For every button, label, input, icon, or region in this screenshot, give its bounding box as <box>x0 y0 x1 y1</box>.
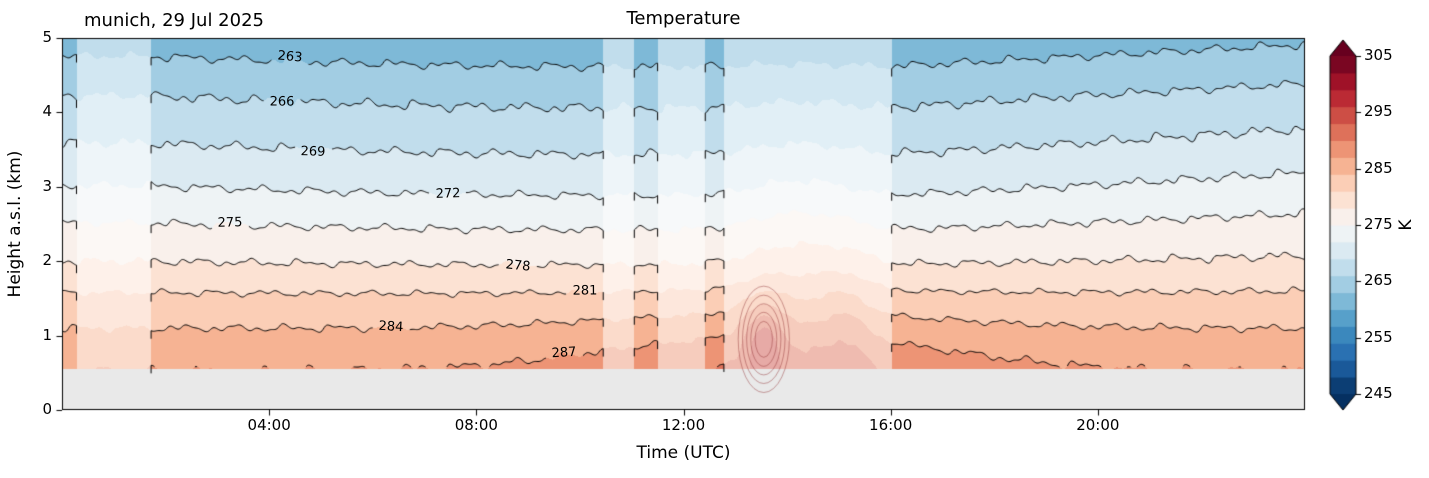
contour-label-266: 266 <box>269 94 295 110</box>
contour-label-269: 269 <box>300 143 326 160</box>
x-tick-label: 04:00 <box>247 416 291 434</box>
x-axis-label: Time (UTC) <box>636 443 731 463</box>
contour-label-263: 263 <box>276 48 303 66</box>
colorbar-unit-label: K <box>1396 219 1416 231</box>
contour-label-275: 275 <box>217 214 243 231</box>
colorbar-tick-label: 255 <box>1364 327 1393 346</box>
colorbar-tick-label: 285 <box>1364 158 1393 177</box>
x-tick-label: 20:00 <box>1076 416 1120 434</box>
x-tick-label: 12:00 <box>661 416 706 434</box>
y-tick-label: 5 <box>42 28 52 46</box>
plot-title: Temperature <box>626 8 741 29</box>
contour-label-287: 287 <box>551 345 578 362</box>
station-date-annotation: munich, 29 Jul 2025 <box>84 10 264 31</box>
contour-label-281: 281 <box>572 283 598 299</box>
colorbar-tick-label: 245 <box>1364 384 1393 402</box>
contour-label-278: 278 <box>504 256 531 275</box>
colorbar-tick-label: 295 <box>1364 102 1393 121</box>
colorbar-tick-label: 265 <box>1364 271 1393 290</box>
y-tick-label: 1 <box>42 325 52 344</box>
y-tick-label: 2 <box>42 251 52 270</box>
y-tick-label: 0 <box>42 400 52 418</box>
y-tick-label: 4 <box>42 102 52 121</box>
contour-label-272: 272 <box>435 185 461 202</box>
colorbar-tick-label: 275 <box>1364 215 1393 233</box>
y-axis-label: Height a.s.l. (km) <box>5 150 25 298</box>
x-tick-label: 08:00 <box>454 416 498 434</box>
y-tick-label: 3 <box>42 176 52 195</box>
contour-label-284: 284 <box>378 318 404 336</box>
x-tick-label: 16:00 <box>869 416 913 434</box>
colorbar-tick-label: 305 <box>1364 46 1393 64</box>
